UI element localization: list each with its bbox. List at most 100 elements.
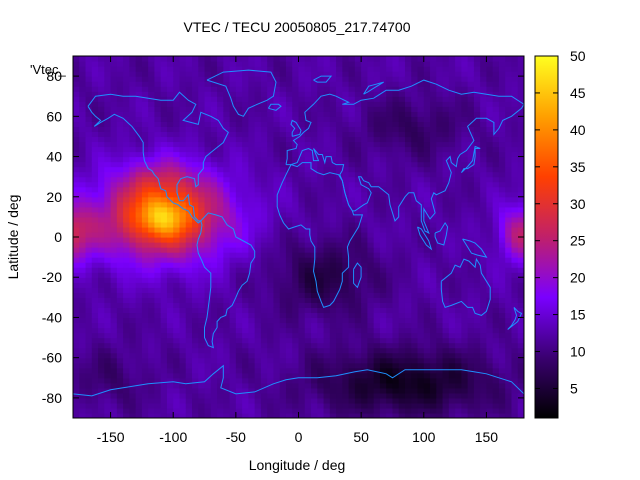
- heatmap-cell: [461, 267, 469, 273]
- heatmap-cell: [417, 302, 425, 308]
- heatmap-cell: [473, 367, 481, 374]
- heatmap-cell: [448, 206, 456, 213]
- heatmap-cell: [392, 111, 400, 117]
- heatmap-cell: [260, 262, 268, 268]
- heatmap-cell: [467, 136, 475, 143]
- heatmap-cell: [329, 96, 337, 102]
- heatmap-cell: [367, 267, 375, 273]
- heatmap-cell: [311, 347, 318, 354]
- heatmap-cell: [304, 166, 312, 173]
- heatmap-cell: [192, 257, 199, 263]
- heatmap-cell: [229, 171, 237, 178]
- heatmap-cell: [304, 257, 312, 263]
- heatmap-cell: [210, 272, 218, 278]
- heatmap-cell: [361, 56, 368, 62]
- heatmap-cell: [398, 367, 406, 374]
- heatmap-cell: [254, 111, 262, 117]
- heatmap-cell: [311, 387, 318, 394]
- heatmap-cell: [179, 101, 187, 107]
- heatmap-cell: [135, 116, 143, 122]
- heatmap-cell: [455, 206, 462, 213]
- heatmap-cell: [285, 262, 293, 268]
- heatmap-cell: [336, 342, 343, 349]
- heatmap-cell: [473, 377, 481, 384]
- heatmap-cell: [411, 61, 419, 67]
- heatmap-cell: [267, 237, 275, 243]
- heatmap-cell: [304, 231, 312, 238]
- heatmap-cell: [192, 91, 199, 97]
- heatmap-cell: [273, 91, 281, 97]
- heatmap-cell: [498, 392, 506, 399]
- heatmap-cell: [173, 116, 181, 122]
- heatmap-cell: [123, 86, 130, 92]
- heatmap-cell: [79, 272, 87, 278]
- heatmap-cell: [404, 86, 412, 92]
- heatmap-cell: [486, 111, 494, 117]
- heatmap-cell: [267, 312, 275, 319]
- heatmap-cell: [173, 337, 181, 344]
- heatmap-cell: [98, 161, 105, 168]
- heatmap-cell: [198, 307, 206, 314]
- heatmap-cell: [179, 206, 187, 213]
- heatmap-cell: [467, 181, 475, 188]
- heatmap-cell: [455, 392, 462, 399]
- heatmap-cell: [91, 211, 99, 218]
- heatmap-cell: [461, 272, 469, 278]
- heatmap-cell: [135, 287, 143, 293]
- heatmap-cell: [342, 247, 350, 253]
- heatmap-cell: [486, 101, 494, 107]
- heatmap-cell: [323, 402, 331, 409]
- heatmap-cell: [442, 342, 450, 349]
- heatmap-cell: [104, 282, 112, 288]
- heatmap-cell: [348, 231, 356, 238]
- heatmap-cell: [411, 392, 419, 399]
- heatmap-cell: [260, 66, 268, 72]
- heatmap-cell: [279, 161, 287, 168]
- heatmap-cell: [110, 257, 118, 263]
- heatmap-cell: [279, 181, 287, 188]
- heatmap-cell: [292, 307, 300, 314]
- heatmap-cell: [430, 201, 437, 208]
- heatmap-cell: [179, 141, 187, 148]
- heatmap-cell: [141, 156, 149, 163]
- heatmap-cell: [473, 262, 481, 268]
- heatmap-cell: [404, 201, 412, 208]
- heatmap-cell: [423, 382, 431, 389]
- heatmap-cell: [361, 171, 368, 178]
- heatmap-cell: [135, 216, 143, 223]
- heatmap-cell: [179, 221, 187, 228]
- heatmap-cell: [373, 352, 381, 359]
- heatmap-cell: [336, 86, 343, 92]
- heatmap-cell: [204, 347, 212, 354]
- heatmap-cell: [448, 337, 456, 344]
- heatmap-cell: [342, 307, 350, 314]
- heatmap-cell: [455, 272, 462, 278]
- heatmap-cell: [104, 181, 112, 188]
- heatmap-cell: [166, 392, 174, 399]
- heatmap-cell: [179, 242, 187, 248]
- heatmap-cell: [392, 226, 400, 233]
- heatmap-cell: [480, 382, 488, 389]
- heatmap-cell: [148, 407, 156, 414]
- heatmap-cell: [223, 347, 231, 354]
- heatmap-cell: [417, 61, 425, 67]
- heatmap-cell: [242, 171, 249, 178]
- heatmap-cell: [110, 307, 118, 314]
- heatmap-cell: [329, 156, 337, 163]
- heatmap-cell: [104, 337, 112, 344]
- heatmap-cell: [267, 146, 275, 153]
- heatmap-cell: [285, 206, 293, 213]
- heatmap-cell: [91, 61, 99, 67]
- heatmap-cell: [436, 337, 444, 344]
- heatmap-cell: [361, 392, 368, 399]
- heatmap-cell: [160, 272, 168, 278]
- heatmap-cell: [323, 317, 331, 324]
- heatmap-cell: [242, 191, 249, 198]
- heatmap-cell: [223, 257, 231, 263]
- heatmap-cell: [361, 211, 368, 218]
- heatmap-cell: [323, 262, 331, 268]
- heatmap-cell: [98, 111, 105, 117]
- heatmap-cell: [442, 136, 450, 143]
- heatmap-cell: [148, 262, 156, 268]
- heatmap-cell: [141, 242, 149, 248]
